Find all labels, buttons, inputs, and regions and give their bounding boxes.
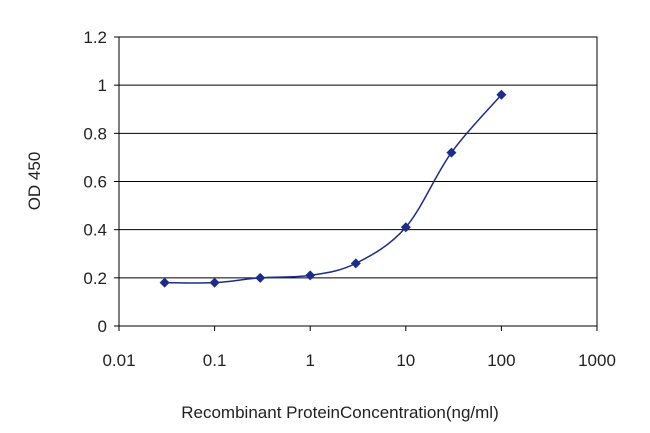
data-point (159, 277, 170, 288)
x-tick-label: 1000 (578, 351, 616, 370)
y-tick-label: 0.4 (83, 221, 107, 240)
data-point (496, 89, 507, 100)
y-axis-title: OD 450 (25, 152, 44, 211)
y-tick-label: 1.2 (83, 28, 107, 47)
grid-lines (119, 36, 597, 279)
x-axis-title: Recombinant ProteinConcentration(ng/ml) (181, 403, 499, 422)
data-point (209, 277, 220, 288)
data-point (446, 147, 457, 158)
data-point (400, 222, 411, 233)
x-axis-ticks: 0.01 0.1 1 10 100 1000 (102, 326, 616, 370)
y-tick-label: 0 (98, 317, 107, 336)
data-point (305, 270, 316, 281)
y-tick-label: 0.6 (83, 173, 107, 192)
y-axis-ticks: 0 0.2 0.4 0.6 0.8 1 1.2 (83, 28, 119, 336)
x-tick-label: 0.01 (102, 351, 135, 370)
x-tick-label: 100 (487, 351, 515, 370)
y-tick-label: 1 (98, 76, 107, 95)
y-tick-label: 0.2 (83, 269, 107, 288)
x-tick-label: 10 (396, 351, 415, 370)
x-tick-label: 1 (305, 351, 314, 370)
data-point (350, 258, 361, 269)
data-point (255, 272, 266, 283)
x-tick-label: 0.1 (203, 351, 227, 370)
series-group (159, 89, 507, 288)
y-tick-label: 0.8 (83, 124, 107, 143)
